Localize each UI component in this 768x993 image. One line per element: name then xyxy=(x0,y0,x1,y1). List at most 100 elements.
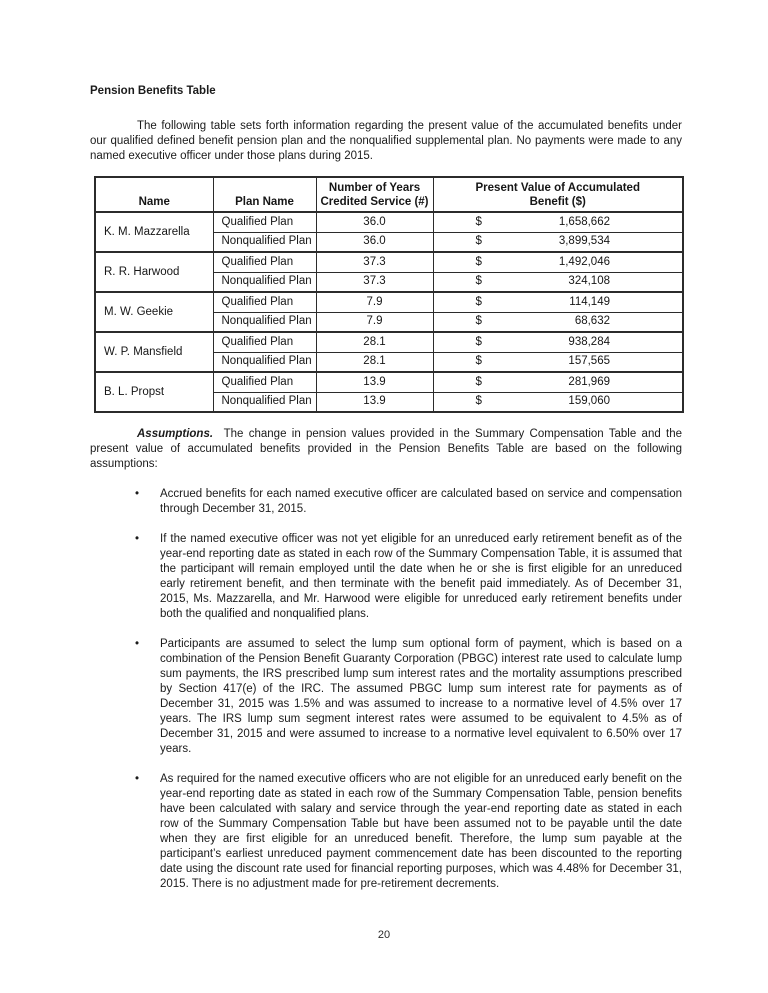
column-header-label: Name xyxy=(138,196,170,208)
bullet-item: • As required for the named executive of… xyxy=(90,772,682,892)
plan-name-cell: Qualified Plan xyxy=(212,211,317,233)
table-row: Nonqualified Plan 28.1 $157,565 xyxy=(95,351,684,373)
plan-name-cell: Qualified Plan xyxy=(212,291,317,313)
plan-name-cell: Nonqualified Plan xyxy=(212,271,317,293)
column-header-label-line1: Present Value of Accumulated xyxy=(475,182,640,194)
currency-symbol: $ xyxy=(475,355,482,368)
pension-benefits-table: Name Plan Name Number of Years Credited … xyxy=(94,176,684,413)
executive-name-cell: W. P. Mansfield xyxy=(94,331,214,373)
table-row: Nonqualified Plan 13.9 $159,060 xyxy=(95,391,684,413)
bullet-icon: • xyxy=(135,533,140,545)
assumptions-paragraph: Assumptions. The change in pension value… xyxy=(90,427,682,472)
bullet-text: Participants are assumed to select the l… xyxy=(160,638,682,755)
executive-name-cell: R. R. Harwood xyxy=(94,251,214,293)
currency-symbol: $ xyxy=(475,275,482,288)
page-title: Pension Benefits Table xyxy=(90,85,216,97)
credited-service-cell: 7.9 xyxy=(315,311,434,333)
benefit-value-cell: $1,492,046 xyxy=(432,251,684,273)
column-header-label-line1: Number of Years xyxy=(328,182,421,194)
table-row: R. R. Harwood Qualified Plan 37.3 $1,492,04… xyxy=(94,251,684,293)
assumptions-bullet-list: • Accrued benefits for each named execut… xyxy=(90,487,682,892)
bullet-item: • If the named executive officer was not… xyxy=(90,532,682,622)
bullet-text: Accrued benefits for each named executiv… xyxy=(160,488,682,515)
bullet-icon: • xyxy=(135,638,140,650)
bullet-text: As required for the named executive offi… xyxy=(160,773,682,890)
benefit-amount: 157,565 xyxy=(568,355,610,368)
plan-name-cell: Qualified Plan xyxy=(212,331,317,353)
benefit-value-cell: $1,658,662 xyxy=(432,211,684,233)
currency-symbol: $ xyxy=(475,395,482,408)
column-header-label: Plan Name xyxy=(235,196,294,208)
page-content: Pension Benefits Table The following tab… xyxy=(90,85,684,892)
benefit-value-cell: $68,632 xyxy=(432,311,684,333)
credited-service-cell: 28.1 xyxy=(315,331,434,353)
credited-service-cell: 36.0 xyxy=(315,231,434,253)
benefit-value-cell: $3,899,534 xyxy=(432,231,684,253)
benefit-amount: 938,284 xyxy=(568,335,610,348)
executive-name-cell: K. M. Mazzarella xyxy=(94,211,214,253)
credited-service-cell: 37.3 xyxy=(315,251,434,273)
column-header-label-line2: Benefit ($) xyxy=(529,196,586,208)
table-row: W. P. Mansfield Qualified Plan 28.1 $938,28… xyxy=(94,331,684,373)
assumptions-label: Assumptions. xyxy=(137,428,214,440)
table-row: Nonqualified Plan 36.0 $3,899,534 xyxy=(95,231,684,253)
credited-service-cell: 37.3 xyxy=(315,271,434,293)
table-header: Name Plan Name Number of Years Credited … xyxy=(94,176,684,213)
table-row: B. L. Propst Qualified Plan 13.9 $281,969 xyxy=(94,371,684,413)
benefit-amount: 1,658,662 xyxy=(558,215,610,228)
benefit-amount: 114,149 xyxy=(569,295,610,308)
page-number: 20 xyxy=(377,929,391,941)
benefit-value-cell: $938,284 xyxy=(432,331,684,353)
executive-name-cell: M. W. Geekie xyxy=(94,291,214,333)
plan-name-cell: Nonqualified Plan xyxy=(212,351,317,373)
intro-paragraph: The following table sets forth informati… xyxy=(90,120,682,162)
table-row: M. W. Geekie Qualified Plan 7.9 $114,149 xyxy=(94,291,684,333)
benefit-value-cell: $281,969 xyxy=(432,371,684,393)
benefit-amount: 324,108 xyxy=(568,275,610,288)
credited-service-cell: 36.0 xyxy=(315,211,434,233)
plan-name-cell: Nonqualified Plan xyxy=(212,391,317,413)
header-row: Name Plan Name Number of Years Credited … xyxy=(94,176,684,213)
column-header-label-line2: Credited Service (#) xyxy=(320,196,429,208)
benefit-amount: 281,969 xyxy=(568,375,610,388)
column-header-years-credited: Number of Years Credited Service (#) xyxy=(315,176,434,213)
table-row: Nonqualified Plan 7.9 $68,632 xyxy=(95,311,684,333)
benefit-amount: 1,492,046 xyxy=(558,255,610,268)
credited-service-cell: 13.9 xyxy=(315,371,434,393)
credited-service-cell: 7.9 xyxy=(315,291,434,313)
bullet-icon: • xyxy=(135,773,140,785)
currency-symbol: $ xyxy=(475,255,482,268)
currency-symbol: $ xyxy=(475,315,482,328)
plan-name-cell: Nonqualified Plan xyxy=(212,311,317,333)
table-row: K. M. Mazzarella Qualified Plan 36.0 $1,658… xyxy=(94,211,684,253)
bullet-icon: • xyxy=(135,488,140,500)
credited-service-cell: 13.9 xyxy=(315,391,434,413)
bullet-item: • Accrued benefits for each named execut… xyxy=(90,487,682,517)
column-header-name: Name xyxy=(94,176,214,213)
currency-symbol: $ xyxy=(475,215,482,228)
benefit-value-cell: $324,108 xyxy=(432,271,684,293)
bullet-text: If the named executive officer was not y… xyxy=(160,533,682,620)
benefit-amount: 159,060 xyxy=(568,395,610,408)
credited-service-cell: 28.1 xyxy=(315,351,434,373)
plan-name-cell: Qualified Plan xyxy=(212,371,317,393)
pension-table-body: K. M. Mazzarella Qualified Plan 36.0 $1,658… xyxy=(94,211,684,413)
column-header-plan-name: Plan Name xyxy=(212,176,317,213)
currency-symbol: $ xyxy=(475,295,482,308)
assumptions-text: The change in pension values provided in… xyxy=(90,428,683,470)
bullet-item: • Participants are assumed to select the… xyxy=(90,637,682,757)
currency-symbol: $ xyxy=(475,235,482,248)
executive-name-cell: B. L. Propst xyxy=(94,371,214,413)
plan-name-cell: Qualified Plan xyxy=(212,251,317,273)
benefit-value-cell: $114,149 xyxy=(432,291,684,313)
column-header-present-value: Present Value of Accumulated Benefit ($) xyxy=(432,176,684,213)
benefit-amount: 68,632 xyxy=(574,315,610,328)
benefit-amount: 3,899,534 xyxy=(558,235,610,248)
benefit-value-cell: $159,060 xyxy=(432,391,684,413)
benefit-value-cell: $157,565 xyxy=(432,351,684,373)
currency-symbol: $ xyxy=(475,375,482,388)
plan-name-cell: Nonqualified Plan xyxy=(212,231,317,253)
currency-symbol: $ xyxy=(475,335,482,348)
table-row: Nonqualified Plan 37.3 $324,108 xyxy=(95,271,684,293)
